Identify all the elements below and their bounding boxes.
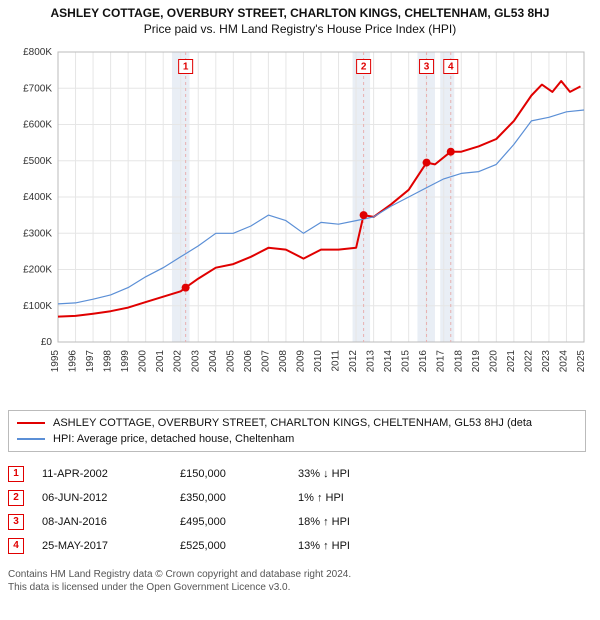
svg-text:1995: 1995 [50,350,61,373]
svg-text:2013: 2013 [366,350,377,373]
report: ASHLEY COTTAGE, OVERBURY STREET, CHARLTO… [0,0,600,602]
attribution-line: This data is licensed under the Open Gov… [8,581,568,594]
svg-text:2014: 2014 [383,350,394,373]
chart-marker: 3 [420,60,434,74]
transaction-vs-hpi: 13% ↑ HPI [298,540,408,552]
transaction-price: £495,000 [180,516,280,528]
svg-text:2012: 2012 [348,350,359,373]
svg-text:£800K: £800K [23,47,52,58]
transaction-row: 1 11-APR-2002 £150,000 33% ↓ HPI [8,462,568,486]
svg-text:2015: 2015 [401,350,412,373]
svg-text:2016: 2016 [418,350,429,373]
transaction-row: 4 25-MAY-2017 £525,000 13% ↑ HPI [8,534,568,558]
legend-item: ASHLEY COTTAGE, OVERBURY STREET, CHARLTO… [17,415,577,431]
svg-text:£200K: £200K [23,265,52,276]
chart-marker: 1 [179,60,193,74]
svg-text:1996: 1996 [68,350,79,373]
transaction-vs-hpi: 18% ↑ HPI [298,516,408,528]
svg-text:4: 4 [448,62,454,73]
attribution: Contains HM Land Registry data © Crown c… [8,568,568,594]
legend: ASHLEY COTTAGE, OVERBURY STREET, CHARLTO… [8,410,586,452]
svg-text:2025: 2025 [576,350,587,373]
svg-text:2008: 2008 [278,350,289,373]
svg-text:2011: 2011 [331,350,342,372]
transaction-row: 3 08-JAN-2016 £495,000 18% ↑ HPI [8,510,568,534]
transaction-date: 06-JUN-2012 [42,492,162,504]
svg-text:£600K: £600K [23,120,52,131]
svg-text:2018: 2018 [453,350,464,373]
legend-swatch [17,422,45,424]
page-title: ASHLEY COTTAGE, OVERBURY STREET, CHARLTO… [8,6,592,20]
svg-text:2009: 2009 [295,350,306,373]
transaction-price: £150,000 [180,468,280,480]
svg-text:£500K: £500K [23,156,52,167]
transaction-price: £350,000 [180,492,280,504]
svg-text:2022: 2022 [523,350,534,373]
transaction-row: 2 06-JUN-2012 £350,000 1% ↑ HPI [8,486,568,510]
transaction-date: 08-JAN-2016 [42,516,162,528]
transaction-date: 25-MAY-2017 [42,540,162,552]
svg-text:2003: 2003 [190,350,201,373]
svg-text:£0: £0 [41,337,53,348]
page-subtitle: Price paid vs. HM Land Registry's House … [8,22,592,36]
chart-marker: 2 [357,60,371,74]
svg-text:2021: 2021 [506,350,517,373]
svg-text:£100K: £100K [23,301,52,312]
legend-swatch [17,438,45,439]
svg-text:£300K: £300K [23,228,52,239]
svg-text:2019: 2019 [471,350,482,373]
svg-text:2005: 2005 [225,350,236,373]
svg-text:1999: 1999 [120,350,131,373]
svg-text:1998: 1998 [103,350,114,373]
transaction-marker: 1 [8,466,24,482]
svg-text:2007: 2007 [260,350,271,373]
chart-svg: £0 £100K £200K £300K £400K £500K £600K £700K £80… [8,42,592,402]
svg-text:2002: 2002 [173,350,184,373]
legend-item: HPI: Average price, detached house, Chel… [17,431,577,447]
svg-text:1: 1 [183,62,189,73]
svg-text:£400K: £400K [23,192,52,203]
price-chart: £0 £100K £200K £300K £400K £500K £600K £700K £80… [8,42,592,402]
transaction-vs-hpi: 33% ↓ HPI [298,468,408,480]
svg-text:£700K: £700K [23,83,52,94]
transactions-table: 1 11-APR-2002 £150,000 33% ↓ HPI 2 06-JUN-201… [8,462,568,558]
legend-label: ASHLEY COTTAGE, OVERBURY STREET, CHARLTO… [53,417,532,429]
svg-text:2024: 2024 [558,350,569,373]
svg-text:3: 3 [424,62,430,73]
transaction-date: 11-APR-2002 [42,468,162,480]
attribution-line: Contains HM Land Registry data © Crown c… [8,568,568,581]
svg-text:2010: 2010 [313,350,324,373]
legend-label: HPI: Average price, detached house, Chel… [53,433,294,445]
svg-text:2001: 2001 [155,350,166,373]
svg-text:2023: 2023 [541,350,552,373]
svg-text:2004: 2004 [208,350,219,373]
svg-text:2: 2 [361,62,367,73]
transaction-vs-hpi: 1% ↑ HPI [298,492,408,504]
svg-text:1997: 1997 [85,350,96,373]
svg-text:2017: 2017 [436,350,447,373]
transaction-price: £525,000 [180,540,280,552]
chart-marker: 4 [444,60,458,74]
transaction-marker: 3 [8,514,24,530]
svg-text:2006: 2006 [243,350,254,373]
svg-text:2000: 2000 [138,350,149,373]
svg-text:2020: 2020 [488,350,499,373]
transaction-marker: 4 [8,538,24,554]
transaction-marker: 2 [8,490,24,506]
